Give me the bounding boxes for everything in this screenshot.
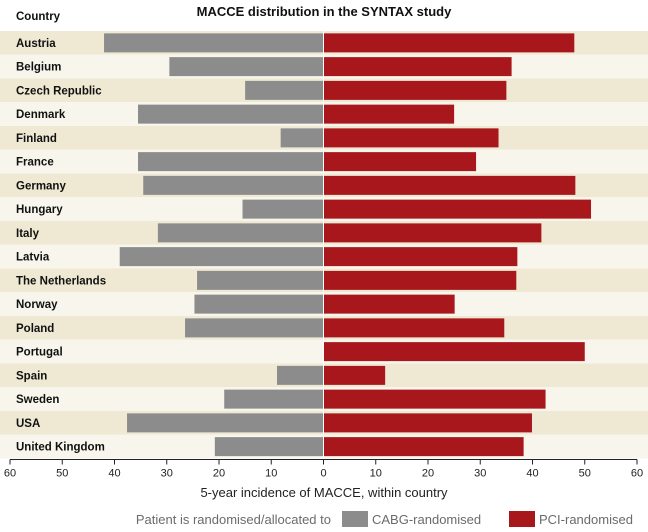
x-tick-label: 30	[161, 468, 173, 480]
category-label-italy: Italy	[16, 228, 40, 240]
bar-pci-belgium	[323, 57, 512, 77]
category-labels: Austria Belgium Czech Republic Denmark Finla…	[16, 38, 106, 454]
legend: Patient is randomised/allocated to CABG-…	[136, 511, 633, 527]
x-tick-label: 0	[320, 468, 326, 480]
x-tick-label: 30	[474, 468, 486, 480]
category-label-czech-republic: Czech Republic	[16, 85, 102, 97]
bar-pci-the-netherlands	[323, 270, 517, 290]
bar-cabg-france	[138, 152, 324, 172]
bar-pci-germany	[323, 175, 576, 195]
x-tick-label: 50	[56, 468, 68, 480]
bar-cabg-spain	[276, 365, 324, 385]
x-tick-label: 60	[631, 468, 643, 480]
bar-pci-latvia	[323, 247, 518, 267]
bar-cabg-united-kingdom	[214, 437, 324, 457]
bar-pci-austria	[323, 33, 575, 53]
category-label-sweden: Sweden	[16, 394, 59, 406]
x-axis: 60 50 40 30 20 10 0 10 20 30 40 50 60	[4, 459, 643, 480]
legend-swatch-cabg	[342, 511, 368, 527]
bar-pci-usa	[323, 413, 532, 433]
category-label-hungary: Hungary	[16, 204, 63, 216]
x-tick-label: 20	[213, 468, 225, 480]
category-label-usa: USA	[16, 418, 40, 430]
category-label-france: France	[16, 157, 54, 169]
category-label-belgium: Belgium	[16, 62, 61, 74]
bar-cabg-latvia	[119, 247, 324, 267]
bar-cabg-denmark	[138, 104, 324, 124]
x-tick-label: 40	[526, 468, 538, 480]
category-label-germany: Germany	[16, 180, 66, 192]
legend-swatch-pci	[509, 511, 535, 527]
bar-cabg-poland	[185, 318, 324, 338]
bar-pci-portugal	[323, 342, 585, 362]
x-tick-label: 20	[422, 468, 434, 480]
bar-cabg-finland	[280, 128, 324, 148]
bar-pci-poland	[323, 318, 505, 338]
bar-cabg-belgium	[169, 57, 324, 77]
chart-title: MACCE distribution in the SYNTAX study	[197, 4, 452, 19]
bar-cabg-germany	[143, 175, 324, 195]
bar-cabg-usa	[127, 413, 324, 433]
category-label-poland: Poland	[16, 323, 54, 335]
category-label-denmark: Denmark	[16, 109, 66, 121]
bar-cabg-hungary	[242, 199, 324, 219]
legend-label-cabg: CABG-randomised	[372, 512, 481, 527]
bar-pci-denmark	[323, 104, 455, 124]
bar-cabg-czech-republic	[245, 80, 324, 100]
category-label-finland: Finland	[16, 133, 57, 145]
category-header: Country	[16, 11, 61, 23]
bar-cabg-the-netherlands	[197, 270, 324, 290]
category-label-spain: Spain	[16, 370, 47, 382]
legend-label-pci: PCI-randomised	[539, 512, 633, 527]
category-label-portugal: Portugal	[16, 347, 63, 359]
category-label-the-netherlands: The Netherlands	[16, 275, 106, 287]
x-tick-label: 60	[4, 468, 16, 480]
category-label-latvia: Latvia	[16, 252, 50, 264]
category-label-austria: Austria	[16, 38, 56, 50]
bar-cabg-sweden	[224, 389, 324, 409]
bar-pci-france	[323, 152, 477, 172]
bar-pci-czech-republic	[323, 80, 507, 100]
x-tick-label: 50	[579, 468, 591, 480]
bar-pci-hungary	[323, 199, 592, 219]
bar-pci-finland	[323, 128, 499, 148]
bar-pci-spain	[323, 365, 386, 385]
bar-pci-sweden	[323, 389, 546, 409]
bar-pci-italy	[323, 223, 542, 243]
bar-cabg-austria	[104, 33, 324, 53]
bar-cabg-norway	[194, 294, 324, 314]
bar-cabg-italy	[157, 223, 324, 243]
bars	[104, 33, 592, 457]
x-axis-label: 5-year incidence of MACCE, within countr…	[200, 485, 448, 500]
legend-prefix: Patient is randomised/allocated to	[136, 512, 331, 527]
bar-pci-united-kingdom	[323, 437, 524, 457]
x-tick-label: 10	[370, 468, 382, 480]
category-label-norway: Norway	[16, 299, 58, 311]
x-tick-label: 10	[265, 468, 277, 480]
category-label-united-kingdom: United Kingdom	[16, 442, 105, 454]
bar-pci-norway	[323, 294, 455, 314]
x-tick-label: 40	[108, 468, 120, 480]
